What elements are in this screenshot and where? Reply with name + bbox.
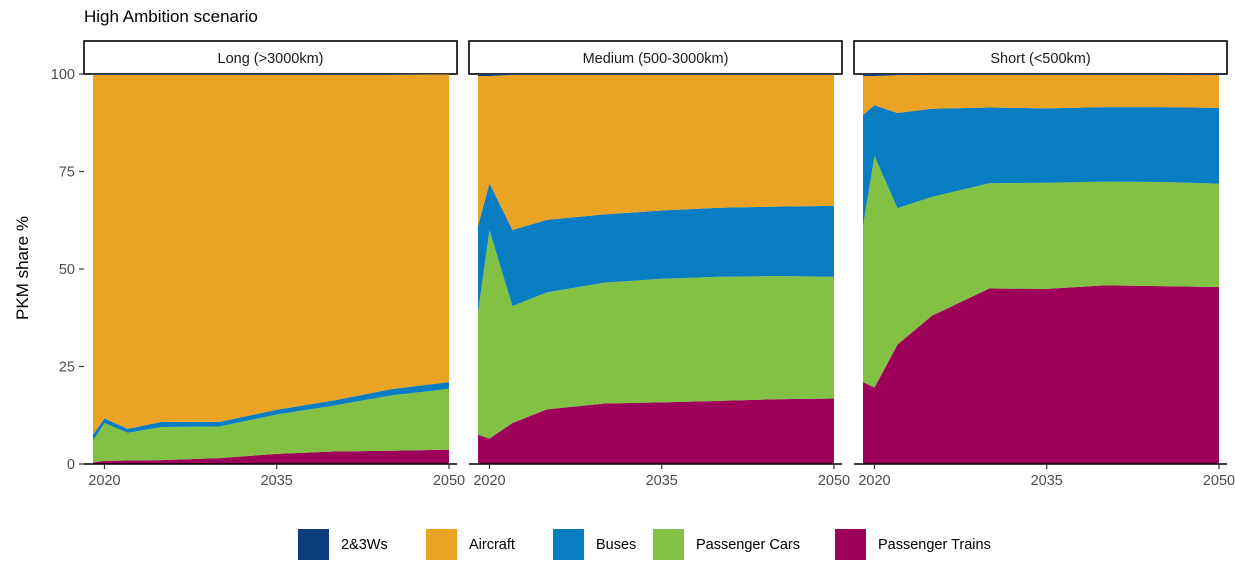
x-tick-label: 2020 <box>473 473 505 489</box>
y-tick-label: 50 <box>59 262 75 278</box>
facet-panels: Long (>3000km) 2020 2035 2050 0 25 50 75 100 Medi… <box>51 40 1235 489</box>
area-buses <box>478 183 834 312</box>
area-passenger-cars <box>863 155 1219 388</box>
y-tick-label: 0 <box>67 457 75 473</box>
x-tick-label: 2020 <box>88 473 120 489</box>
x-tick-label: 2050 <box>818 473 850 489</box>
x-tick-label: 2020 <box>858 473 890 489</box>
legend-swatch <box>653 529 684 560</box>
area-passenger-trains <box>93 449 449 464</box>
area-passenger-cars <box>93 388 449 463</box>
facet-long-3000km: Long (>3000km) 2020 2035 2050 0 25 50 75 100 <box>51 40 465 489</box>
legend-swatch <box>298 529 329 560</box>
y-tick-label: 25 <box>59 360 75 376</box>
legend-item-buses: Buses <box>553 529 636 560</box>
legend-label: 2&3Ws <box>341 537 388 553</box>
area-2-3ws <box>478 74 834 76</box>
area-aircraft <box>863 74 1219 115</box>
facet-strip <box>83 40 458 75</box>
chart-title: High Ambition scenario <box>84 7 258 26</box>
x-tick-label: 2035 <box>646 473 678 489</box>
area-passenger-trains <box>478 398 834 464</box>
x-tick-label: 2050 <box>1203 473 1235 489</box>
facet-medium-500-3000km: Medium (500-3000km) 2020 2035 2050 <box>468 40 850 489</box>
facet-strip-label: Medium (500-3000km) <box>583 51 729 67</box>
legend-item-passenger-trains: Passenger Trains <box>835 529 991 560</box>
area-passenger-cars <box>478 230 834 439</box>
legend-label: Passenger Cars <box>696 537 800 553</box>
area-passenger-trains <box>863 285 1219 464</box>
area-2-3ws <box>93 74 449 75</box>
legend-swatch <box>553 529 584 560</box>
x-tick-label: 2035 <box>1031 473 1063 489</box>
legend-label: Buses <box>596 537 636 553</box>
area-buses <box>93 382 449 441</box>
y-tick-label: 75 <box>59 165 75 181</box>
legend-item-2-3ws: 2&3Ws <box>298 529 388 560</box>
area-aircraft <box>93 74 449 435</box>
legend-label: Passenger Trains <box>878 537 991 553</box>
legend-item-aircraft: Aircraft <box>426 529 515 560</box>
x-tick-label: 2050 <box>433 473 465 489</box>
facet-strip <box>468 40 843 75</box>
legend-item-passenger-cars: Passenger Cars <box>653 529 800 560</box>
facet-strip-label: Long (>3000km) <box>218 51 324 67</box>
legend-swatch <box>426 529 457 560</box>
legend-swatch <box>835 529 866 560</box>
area-buses <box>863 105 1219 227</box>
legend: 2&3Ws Aircraft Buses Passenger Cars Passenge… <box>298 529 991 560</box>
y-tick-label: 100 <box>51 67 75 83</box>
area-2-3ws <box>863 74 1219 76</box>
facet-short-500km: Short (<500km) 2020 2035 2050 <box>853 40 1235 489</box>
y-axis-title: PKM share % <box>13 216 32 320</box>
facet-strip-label: Short (<500km) <box>990 51 1090 67</box>
facet-strip <box>853 40 1228 75</box>
area-aircraft <box>478 74 834 230</box>
legend-label: Aircraft <box>469 537 515 553</box>
x-tick-label: 2035 <box>261 473 293 489</box>
